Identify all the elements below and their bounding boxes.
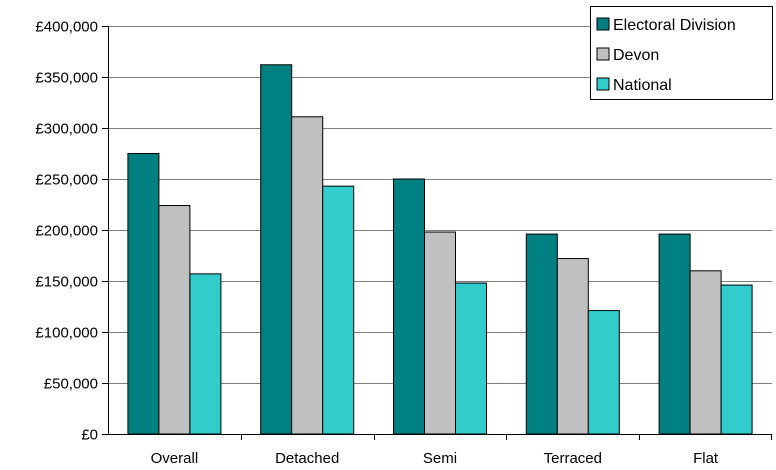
bar-electoral-division-flat xyxy=(658,233,691,435)
x-tick-label: Detached xyxy=(275,450,339,467)
legend-label: Devon xyxy=(613,47,659,64)
bar-electoral-division-semi xyxy=(393,178,425,435)
legend-swatch xyxy=(596,17,610,31)
y-tick-label: £50,000 xyxy=(44,376,98,393)
legend-label: Electoral Division xyxy=(613,17,736,34)
y-tick-label: £0 xyxy=(81,427,98,444)
bars xyxy=(127,64,753,435)
bar-devon-overall xyxy=(158,205,191,435)
bar-national-detached xyxy=(322,185,355,435)
y-tick-label: £300,000 xyxy=(35,121,98,138)
bar-national-semi xyxy=(455,282,487,435)
y-tick-label: £100,000 xyxy=(35,325,98,342)
x-tick-label: Overall xyxy=(151,450,199,467)
bar-national-flat xyxy=(720,284,753,435)
bar-devon-flat xyxy=(689,270,722,435)
bar-devon-terraced xyxy=(556,258,589,435)
legend-swatch xyxy=(596,47,610,61)
legend-box xyxy=(590,6,773,100)
bar-electoral-division-terraced xyxy=(525,233,558,435)
bar-electoral-division-overall xyxy=(127,153,160,435)
y-tick-label: £350,000 xyxy=(35,70,98,87)
y-tick-label: £250,000 xyxy=(35,172,98,189)
bar-devon-detached xyxy=(291,116,324,435)
axes xyxy=(102,26,772,440)
bar-national-terraced xyxy=(587,310,620,435)
legend-label: National xyxy=(613,77,672,94)
bar-devon-semi xyxy=(424,231,456,435)
bar-electoral-division-detached xyxy=(260,64,293,435)
legend: Electoral Division Devon National xyxy=(590,6,773,100)
y-tick-label: £150,000 xyxy=(35,274,98,291)
x-tick-label: Flat xyxy=(693,450,719,467)
legend-swatch xyxy=(596,77,610,91)
bar-national-overall xyxy=(189,273,222,435)
x-tick-label: Semi xyxy=(423,450,457,467)
x-tick-label: Terraced xyxy=(544,450,602,467)
y-tick-label: £200,000 xyxy=(35,223,98,240)
y-tick-label: £400,000 xyxy=(35,19,98,36)
tick-labels: £0 £50,000 £100,000 £150,000 £200,000 £250,00… xyxy=(35,19,719,468)
